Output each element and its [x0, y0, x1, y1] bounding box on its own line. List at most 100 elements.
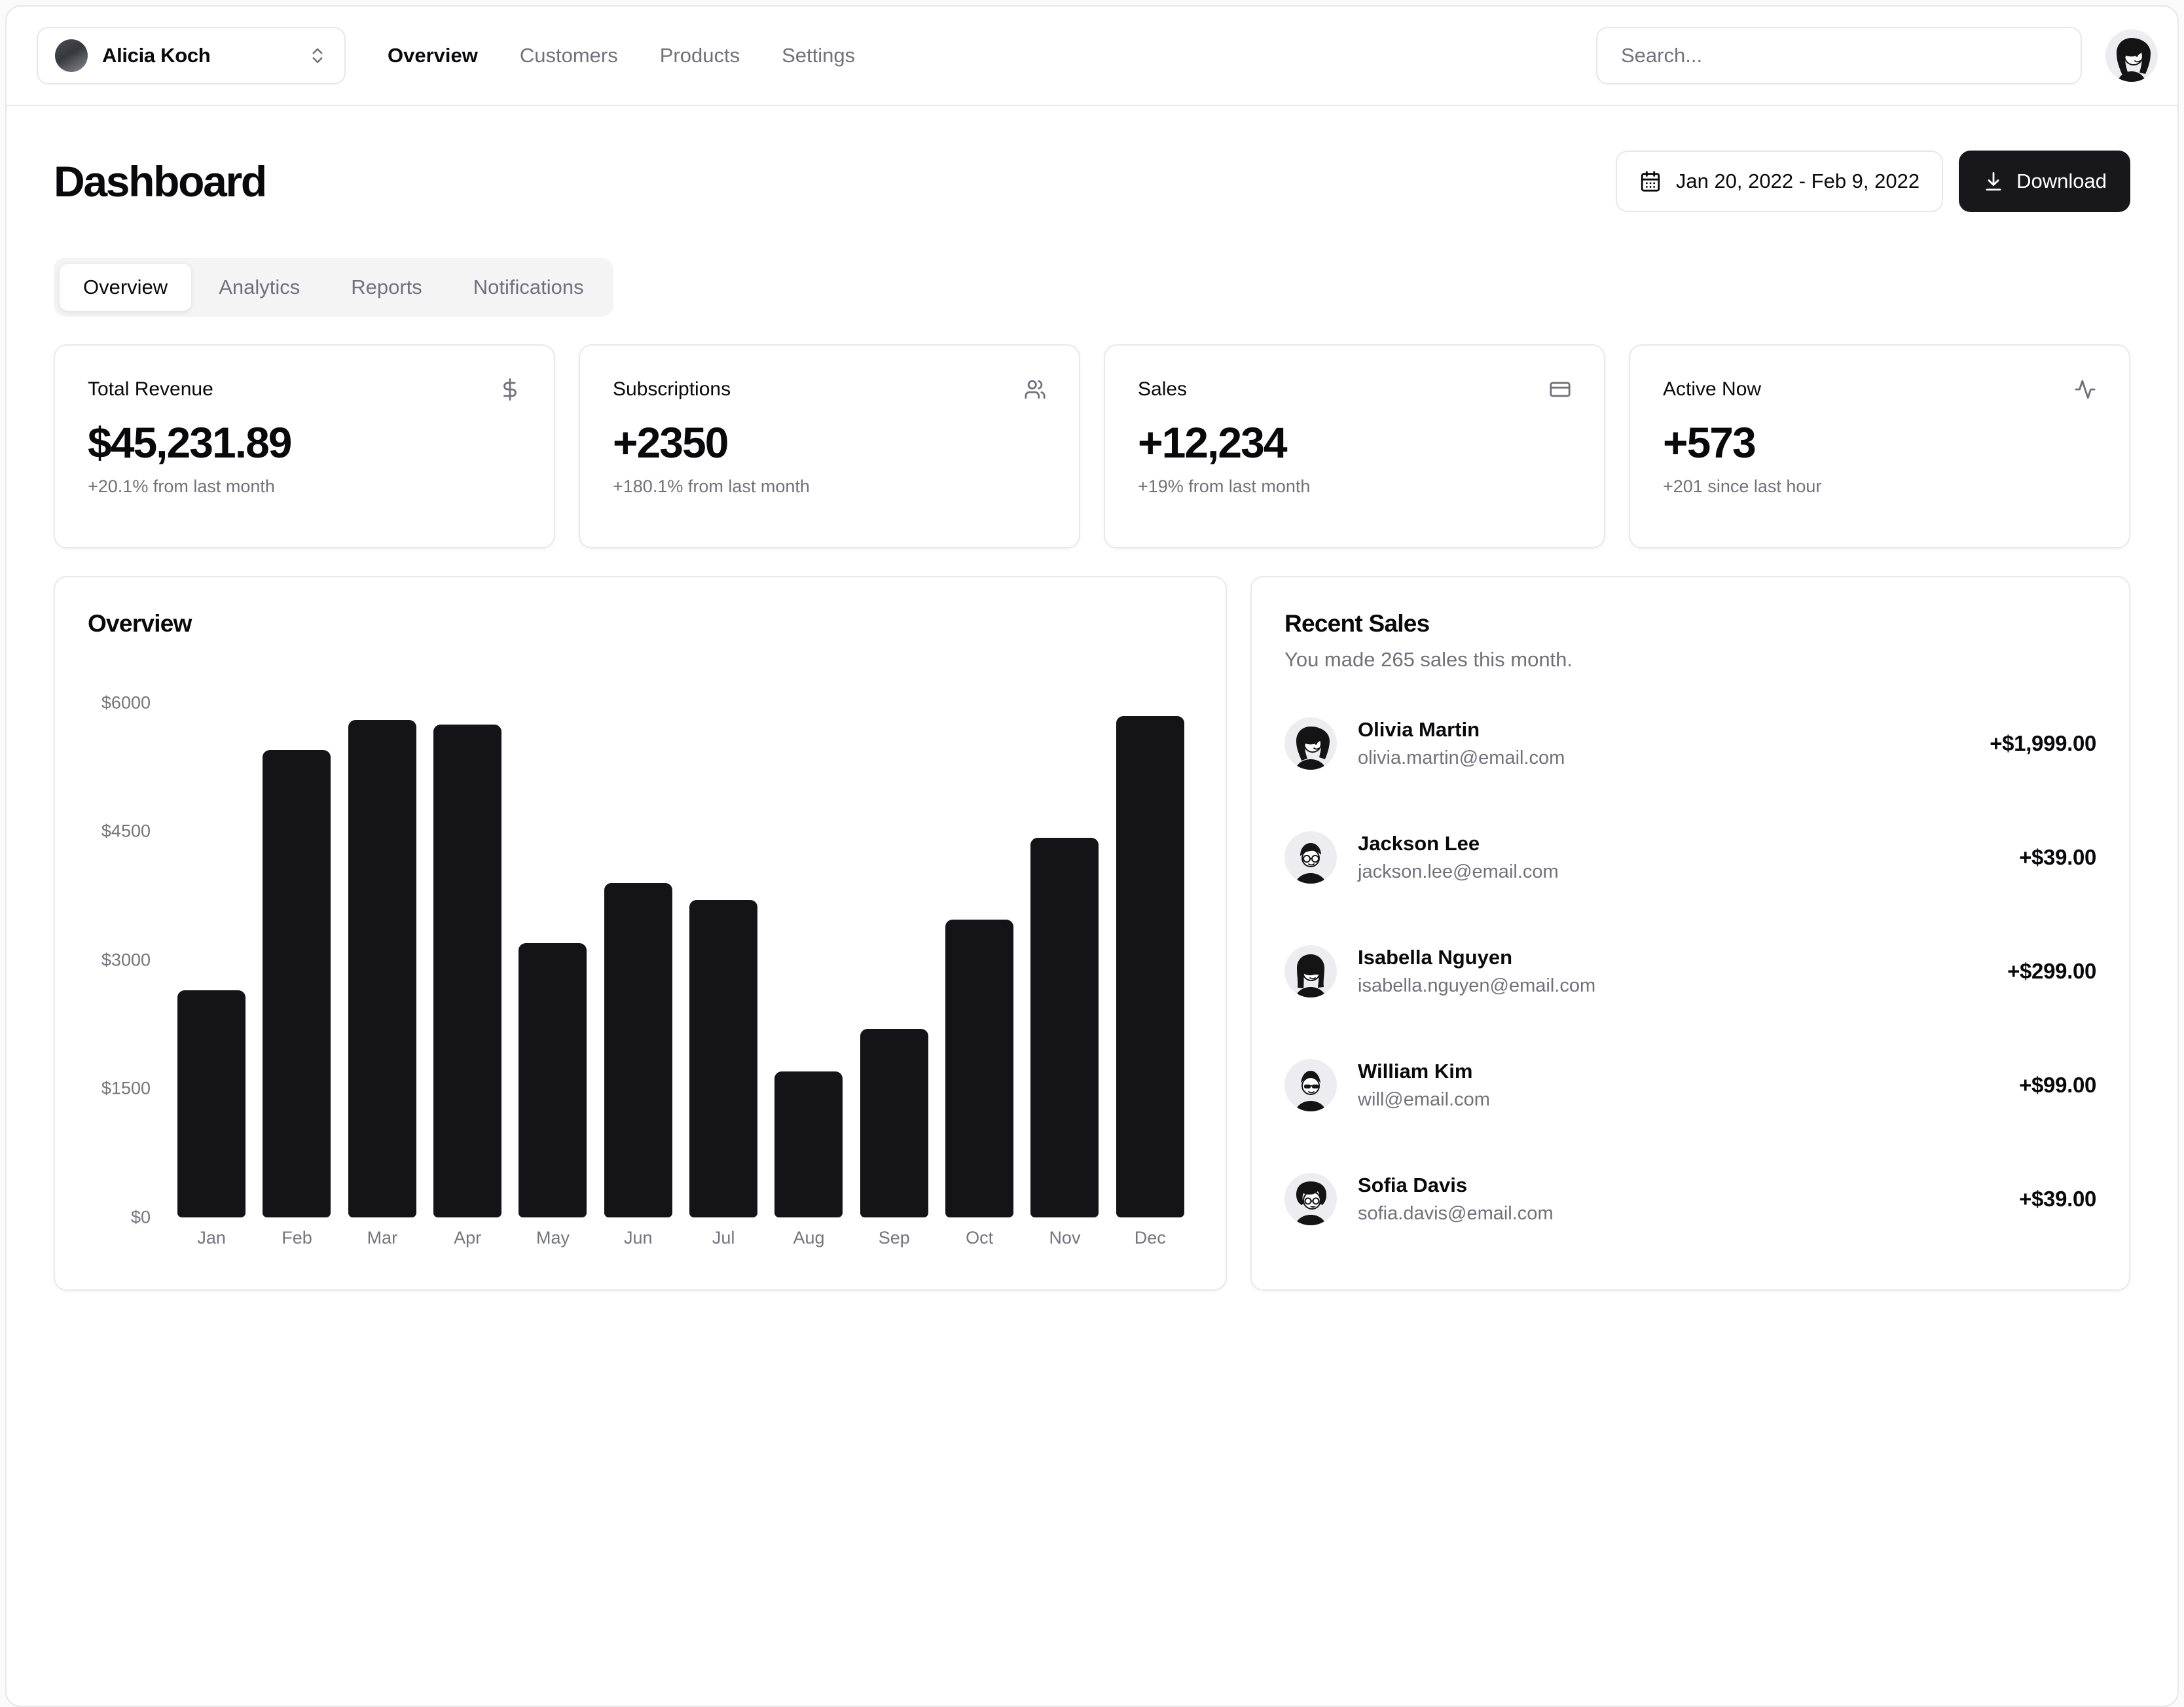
bar-column	[340, 703, 425, 1217]
sale-amount: +$99.00	[2019, 1073, 2096, 1097]
nav-link-customers[interactable]: Customers	[519, 44, 618, 67]
overview-chart-card: Overview $0 $1500 $3000 $4500 $6000 Jan Feb Ma…	[54, 576, 1227, 1291]
sale-amount: +$1,999.00	[1990, 731, 2096, 755]
search-input[interactable]	[1596, 27, 2082, 84]
bar-chart: $0 $1500 $3000 $4500 $6000 Jan Feb Mar Apr May Ju…	[88, 693, 1193, 1248]
customer-info: William Kim will@email.com	[1358, 1060, 1490, 1111]
x-tick-label: Nov	[1049, 1228, 1081, 1248]
stat-change: +19% from last month	[1138, 476, 1311, 496]
sale-amount: +$299.00	[2007, 959, 2096, 983]
customer-name: Sofia Davis	[1358, 1174, 1468, 1196]
page-title: Dashboard	[54, 156, 267, 206]
customer-info: Sofia Davis sofia.davis@email.com	[1358, 1174, 1554, 1225]
nav-link-settings[interactable]: Settings	[782, 44, 856, 67]
tab-reports[interactable]: Reports	[327, 264, 446, 311]
bar[interactable]	[519, 943, 587, 1217]
date-range-button[interactable]: Jan 20, 2022 - Feb 9, 2022	[1615, 151, 1944, 212]
dashboard-tabs: Overview Analytics Reports Notifications	[54, 258, 613, 317]
customer-avatar	[1284, 1059, 1337, 1111]
x-tick-label: Feb	[282, 1228, 312, 1248]
y-tick-label: $1500	[101, 1078, 151, 1098]
content-row: Overview $0 $1500 $3000 $4500 $6000 Jan Feb Ma…	[54, 576, 2130, 1291]
customer-email: isabella.nguyen@email.com	[1358, 975, 1596, 996]
x-tick-label: Apr	[454, 1228, 482, 1248]
customer-email: jackson.lee@email.com	[1358, 861, 1559, 882]
sale-amount: +$39.00	[2019, 1187, 2096, 1211]
stat-value: +2350	[613, 418, 729, 467]
x-tick-label: Aug	[793, 1228, 825, 1248]
nav-link-overview[interactable]: Overview	[388, 44, 478, 67]
list-item: Sofia Davis sofia.davis@email.com +$39.0…	[1284, 1173, 2096, 1225]
tab-analytics[interactable]: Analytics	[195, 264, 323, 311]
list-item: Jackson Lee jackson.lee@email.com +$39.0…	[1284, 831, 2096, 884]
stat-card-active-now: Active Now +573 +201 since last hour	[1629, 344, 2130, 548]
bar[interactable]	[604, 883, 672, 1217]
download-label: Download	[2016, 170, 2107, 192]
user-avatar[interactable]	[2105, 29, 2158, 82]
customer-avatar	[1284, 1173, 1337, 1225]
download-button[interactable]: Download	[1959, 151, 2130, 212]
x-tick-label: Sep	[878, 1228, 910, 1248]
customer-name: William Kim	[1358, 1060, 1473, 1083]
stat-value: +12,234	[1138, 418, 1288, 467]
x-tick-label: Oct	[966, 1228, 994, 1248]
bar-column	[937, 703, 1022, 1217]
sale-amount: +$39.00	[2019, 845, 2096, 869]
customer-name: Olivia Martin	[1358, 718, 1480, 741]
y-tick-label: $3000	[101, 950, 151, 970]
recent-sales-card: Recent Sales You made 265 sales this mon…	[1250, 576, 2130, 1291]
stat-card-total-revenue: Total Revenue $45,231.89 +20.1% from las…	[54, 344, 555, 548]
user-avatar-illustration	[2105, 29, 2158, 82]
activity-icon	[2075, 380, 2096, 399]
bar[interactable]	[433, 725, 502, 1217]
bar[interactable]	[1116, 716, 1184, 1217]
bar[interactable]	[1030, 838, 1099, 1217]
main-nav: Overview Customers Products Settings	[388, 44, 855, 67]
app-window: Alicia Koch Overview Customers Products …	[5, 5, 2179, 1707]
bar-column	[681, 703, 766, 1217]
customer-avatar	[1284, 831, 1337, 884]
recent-sales-title: Recent Sales	[1284, 610, 1430, 637]
dashboard-page: Dashboard Jan 20, 2022 - Feb 9, 2022 Dow…	[7, 106, 2177, 1291]
y-tick-label: $0	[130, 1207, 151, 1227]
team-switcher-button[interactable]: Alicia Koch	[37, 27, 346, 84]
stat-card-subscriptions: Subscriptions +2350 +180.1% from last mo…	[579, 344, 1080, 548]
bar[interactable]	[945, 920, 1014, 1217]
bar[interactable]	[177, 990, 246, 1217]
customer-email: olivia.martin@email.com	[1358, 747, 1565, 768]
stat-change: +201 since last hour	[1663, 476, 1822, 496]
chevrons-up-down-icon	[308, 46, 327, 65]
users-icon	[1025, 380, 1046, 399]
stat-title: Active Now	[1663, 378, 1762, 400]
bar[interactable]	[774, 1071, 843, 1217]
customer-info: Jackson Lee jackson.lee@email.com	[1358, 832, 1559, 883]
stat-change: +180.1% from last month	[613, 476, 810, 496]
y-tick-label: $4500	[101, 821, 151, 841]
bar[interactable]	[689, 900, 758, 1217]
list-item: Isabella Nguyen isabella.nguyen@email.co…	[1284, 945, 2096, 997]
tab-overview[interactable]: Overview	[60, 264, 192, 311]
tab-notifications[interactable]: Notifications	[450, 264, 608, 311]
bar[interactable]	[348, 720, 416, 1217]
download-icon	[1986, 171, 2001, 191]
bar-column	[1022, 703, 1107, 1217]
stat-title: Subscriptions	[613, 378, 731, 400]
bar-column	[766, 703, 851, 1217]
sales-list: Olivia Martin olivia.martin@email.com +$…	[1284, 717, 2096, 1225]
stat-cards-row: Total Revenue $45,231.89 +20.1% from las…	[54, 344, 2130, 548]
date-range-label: Jan 20, 2022 - Feb 9, 2022	[1675, 170, 1920, 192]
team-avatar	[55, 39, 88, 72]
x-tick-label: Jun	[624, 1228, 653, 1248]
bar[interactable]	[860, 1029, 928, 1217]
x-tick-label: Jul	[712, 1228, 735, 1248]
page-header: Dashboard Jan 20, 2022 - Feb 9, 2022 Dow…	[54, 151, 2130, 212]
bar[interactable]	[263, 750, 331, 1217]
top-navigation-bar: Alicia Koch Overview Customers Products …	[7, 7, 2177, 106]
stat-value: +573	[1663, 418, 1756, 467]
nav-link-products[interactable]: Products	[659, 44, 740, 67]
bar-plot	[169, 703, 1193, 1217]
customer-info: Olivia Martin olivia.martin@email.com	[1358, 718, 1565, 769]
stat-title: Sales	[1138, 378, 1188, 400]
customer-email: will@email.com	[1358, 1089, 1490, 1110]
list-item: Olivia Martin olivia.martin@email.com +$…	[1284, 717, 2096, 770]
